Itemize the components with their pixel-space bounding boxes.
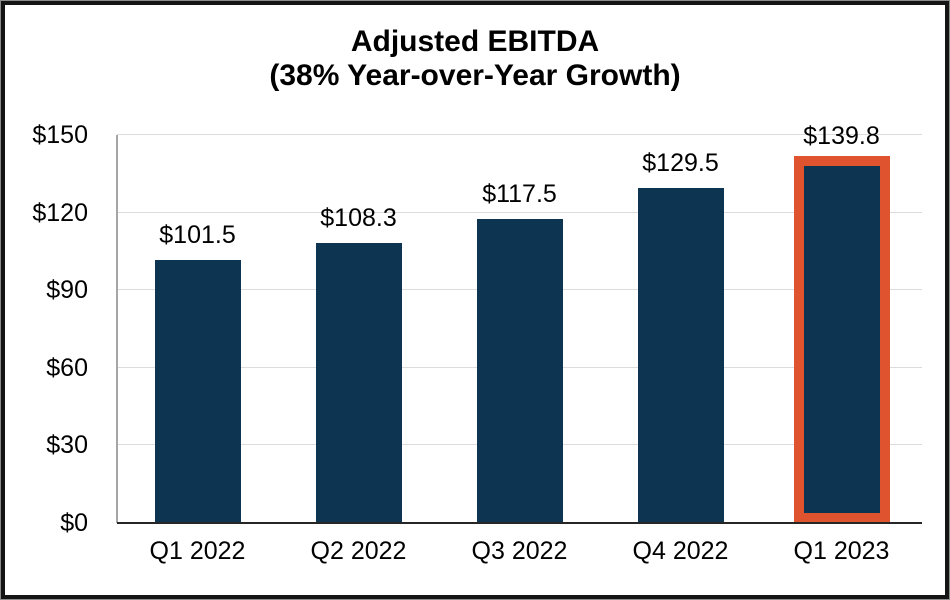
bar	[637, 188, 724, 523]
y-axis-line	[116, 135, 118, 523]
chart-canvas: Adjusted EBITDA (38% Year-over-Year Grow…	[5, 5, 945, 595]
x-axis-line	[117, 522, 922, 524]
x-axis-category-label: Q3 2022	[471, 537, 568, 565]
y-axis-tick-label: $90	[46, 276, 88, 305]
chart-subtitle: (38% Year-over-Year Growth)	[269, 59, 681, 92]
y-axis-tick-label: $150	[32, 121, 88, 149]
bar-data-label: $108.3	[320, 203, 397, 232]
bar-data-label: $139.8	[803, 122, 880, 151]
y-axis-tick-label: $30	[46, 431, 88, 460]
bar	[315, 242, 402, 523]
x-axis-category-label: Q2 2022	[310, 537, 407, 565]
plot-area: $0 $30 $60 $90 $120 $150 $101.5 Q1 2022 $108.3 Q2…	[5, 5, 945, 595]
x-axis-category-label: Q1 2022	[149, 537, 246, 565]
gridline-150	[117, 134, 922, 135]
bar-data-label: $101.5	[159, 221, 236, 250]
bar-highlighted	[793, 156, 890, 523]
bar-data-label: $117.5	[482, 180, 557, 209]
bar	[154, 260, 241, 523]
bar	[476, 219, 563, 523]
bar-data-label: $129.5	[642, 149, 719, 178]
x-axis-category-label: Q4 2022	[632, 537, 729, 565]
chart-title-block: Adjusted EBITDA (38% Year-over-Year Grow…	[5, 25, 945, 93]
x-axis-category-label: Q1 2023	[793, 537, 890, 565]
y-axis-tick-label: $0	[60, 509, 88, 537]
y-axis-tick-label: $120	[32, 198, 88, 227]
chart-title: Adjusted EBITDA	[350, 25, 600, 58]
y-axis-tick-label: $60	[46, 353, 88, 382]
gridline-120	[117, 211, 922, 213]
